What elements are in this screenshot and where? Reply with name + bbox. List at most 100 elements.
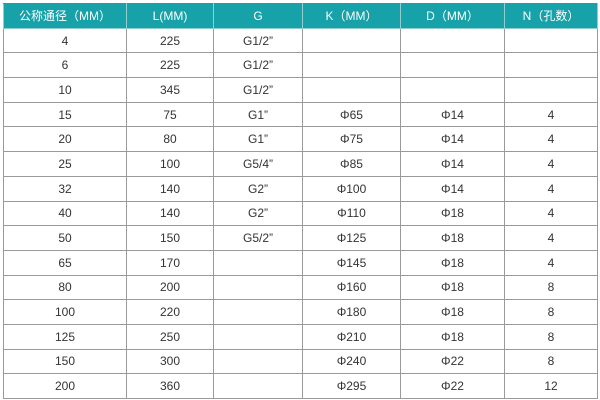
cell-thread xyxy=(213,373,303,399)
cell-k-diameter xyxy=(302,52,401,79)
cell-k-diameter: Φ160 xyxy=(302,274,401,301)
cell-length: 250 xyxy=(126,323,214,350)
cell-nominal-diameter: 65 xyxy=(3,249,127,276)
cell-hole-count: 8 xyxy=(504,274,598,301)
header-row: 公称通径（MM） L(MM) G K（MM） D（MM） N（孔数） xyxy=(3,3,598,29)
cell-thread xyxy=(213,249,303,276)
cell-hole-count: 4 xyxy=(504,126,598,153)
cell-d-diameter: Φ14 xyxy=(400,101,505,128)
cell-nominal-diameter: 150 xyxy=(3,348,127,375)
cell-k-diameter xyxy=(302,77,401,103)
cell-k-diameter: Φ145 xyxy=(302,249,401,276)
cell-d-diameter: Φ18 xyxy=(400,274,505,301)
cell-k-diameter: Φ65 xyxy=(302,101,401,128)
cell-hole-count: 8 xyxy=(504,299,598,325)
cell-d-diameter: Φ22 xyxy=(400,373,505,399)
cell-d-diameter: Φ14 xyxy=(400,151,505,177)
cell-length: 140 xyxy=(126,200,214,227)
cell-hole-count xyxy=(504,52,598,79)
cell-k-diameter: Φ75 xyxy=(302,126,401,153)
cell-k-diameter: Φ240 xyxy=(302,348,401,375)
cell-nominal-diameter: 50 xyxy=(3,225,127,251)
cell-k-diameter: Φ85 xyxy=(302,151,401,177)
cell-thread xyxy=(213,348,303,375)
cell-k-diameter: Φ100 xyxy=(302,175,401,202)
cell-d-diameter xyxy=(400,27,505,54)
cell-hole-count: 8 xyxy=(504,323,598,350)
cell-d-diameter xyxy=(400,52,505,79)
cell-nominal-diameter: 32 xyxy=(3,175,127,202)
cell-hole-count: 4 xyxy=(504,101,598,128)
cell-k-diameter: Φ125 xyxy=(302,225,401,251)
cell-thread: G1/2” xyxy=(213,77,303,103)
cell-thread xyxy=(213,274,303,301)
cell-thread: G1/2” xyxy=(213,52,303,79)
header-thread: G xyxy=(213,3,303,29)
table-row: 10 345 G1/2” xyxy=(3,77,598,103)
table-row: 100 220 Φ180 Φ18 8 xyxy=(3,299,598,325)
cell-hole-count xyxy=(504,77,598,103)
cell-k-diameter: Φ110 xyxy=(302,200,401,227)
header-length: L(MM) xyxy=(126,3,214,29)
cell-d-diameter: Φ18 xyxy=(400,200,505,227)
cell-length: 225 xyxy=(126,27,214,54)
cell-nominal-diameter: 15 xyxy=(3,101,127,128)
cell-k-diameter: Φ180 xyxy=(302,299,401,325)
cell-length: 140 xyxy=(126,175,214,202)
cell-d-diameter xyxy=(400,77,505,103)
cell-d-diameter: Φ18 xyxy=(400,323,505,350)
cell-length: 80 xyxy=(126,126,214,153)
table-row: 50 150 G5/2” Φ125 Φ18 4 xyxy=(3,225,598,251)
cell-length: 360 xyxy=(126,373,214,399)
header-hole-count: N（孔数） xyxy=(504,3,598,29)
cell-k-diameter: Φ210 xyxy=(302,323,401,350)
cell-length: 100 xyxy=(126,151,214,177)
cell-d-diameter: Φ14 xyxy=(400,126,505,153)
table-row: 32 140 G2” Φ100 Φ14 4 xyxy=(3,175,598,202)
cell-length: 225 xyxy=(126,52,214,79)
cell-hole-count xyxy=(504,27,598,54)
cell-nominal-diameter: 10 xyxy=(3,77,127,103)
cell-hole-count: 4 xyxy=(504,249,598,276)
cell-length: 170 xyxy=(126,249,214,276)
cell-thread: G5/2” xyxy=(213,225,303,251)
cell-length: 345 xyxy=(126,77,214,103)
cell-thread: G1” xyxy=(213,126,303,153)
table-row: 25 100 G5/4” Φ85 Φ14 4 xyxy=(3,151,598,177)
cell-length: 220 xyxy=(126,299,214,325)
cell-hole-count: 4 xyxy=(504,151,598,177)
table-row: 80 200 Φ160 Φ18 8 xyxy=(3,274,598,301)
cell-length: 75 xyxy=(126,101,214,128)
cell-nominal-diameter: 4 xyxy=(3,27,127,54)
cell-thread: G5/4” xyxy=(213,151,303,177)
table-row: 200 360 Φ295 Φ22 12 xyxy=(3,373,598,399)
table-row: 20 80 G1” Φ75 Φ14 4 xyxy=(3,126,598,153)
cell-thread: G1/2” xyxy=(213,27,303,54)
cell-nominal-diameter: 25 xyxy=(3,151,127,177)
table-row: 65 170 Φ145 Φ18 4 xyxy=(3,249,598,276)
table-row: 40 140 G2” Φ110 Φ18 4 xyxy=(3,200,598,227)
cell-length: 150 xyxy=(126,225,214,251)
header-d-diameter: D（MM） xyxy=(400,3,505,29)
table-row: 4 225 G1/2” xyxy=(3,27,598,54)
cell-hole-count: 4 xyxy=(504,200,598,227)
table-row: 150 300 Φ240 Φ22 8 xyxy=(3,348,598,375)
cell-length: 200 xyxy=(126,274,214,301)
cell-d-diameter: Φ14 xyxy=(400,175,505,202)
cell-thread: G2” xyxy=(213,200,303,227)
header-k-diameter: K（MM） xyxy=(302,3,401,29)
table-row: 6 225 G1/2” xyxy=(3,52,598,79)
cell-thread: G1” xyxy=(213,101,303,128)
cell-k-diameter: Φ295 xyxy=(302,373,401,399)
cell-d-diameter: Φ22 xyxy=(400,348,505,375)
cell-d-diameter: Φ18 xyxy=(400,225,505,251)
cell-nominal-diameter: 20 xyxy=(3,126,127,153)
cell-hole-count: 4 xyxy=(504,175,598,202)
cell-hole-count: 4 xyxy=(504,225,598,251)
cell-thread xyxy=(213,323,303,350)
cell-thread xyxy=(213,299,303,325)
cell-k-diameter xyxy=(302,27,401,54)
table-row: 125 250 Φ210 Φ18 8 xyxy=(3,323,598,350)
cell-nominal-diameter: 125 xyxy=(3,323,127,350)
cell-hole-count: 12 xyxy=(504,373,598,399)
